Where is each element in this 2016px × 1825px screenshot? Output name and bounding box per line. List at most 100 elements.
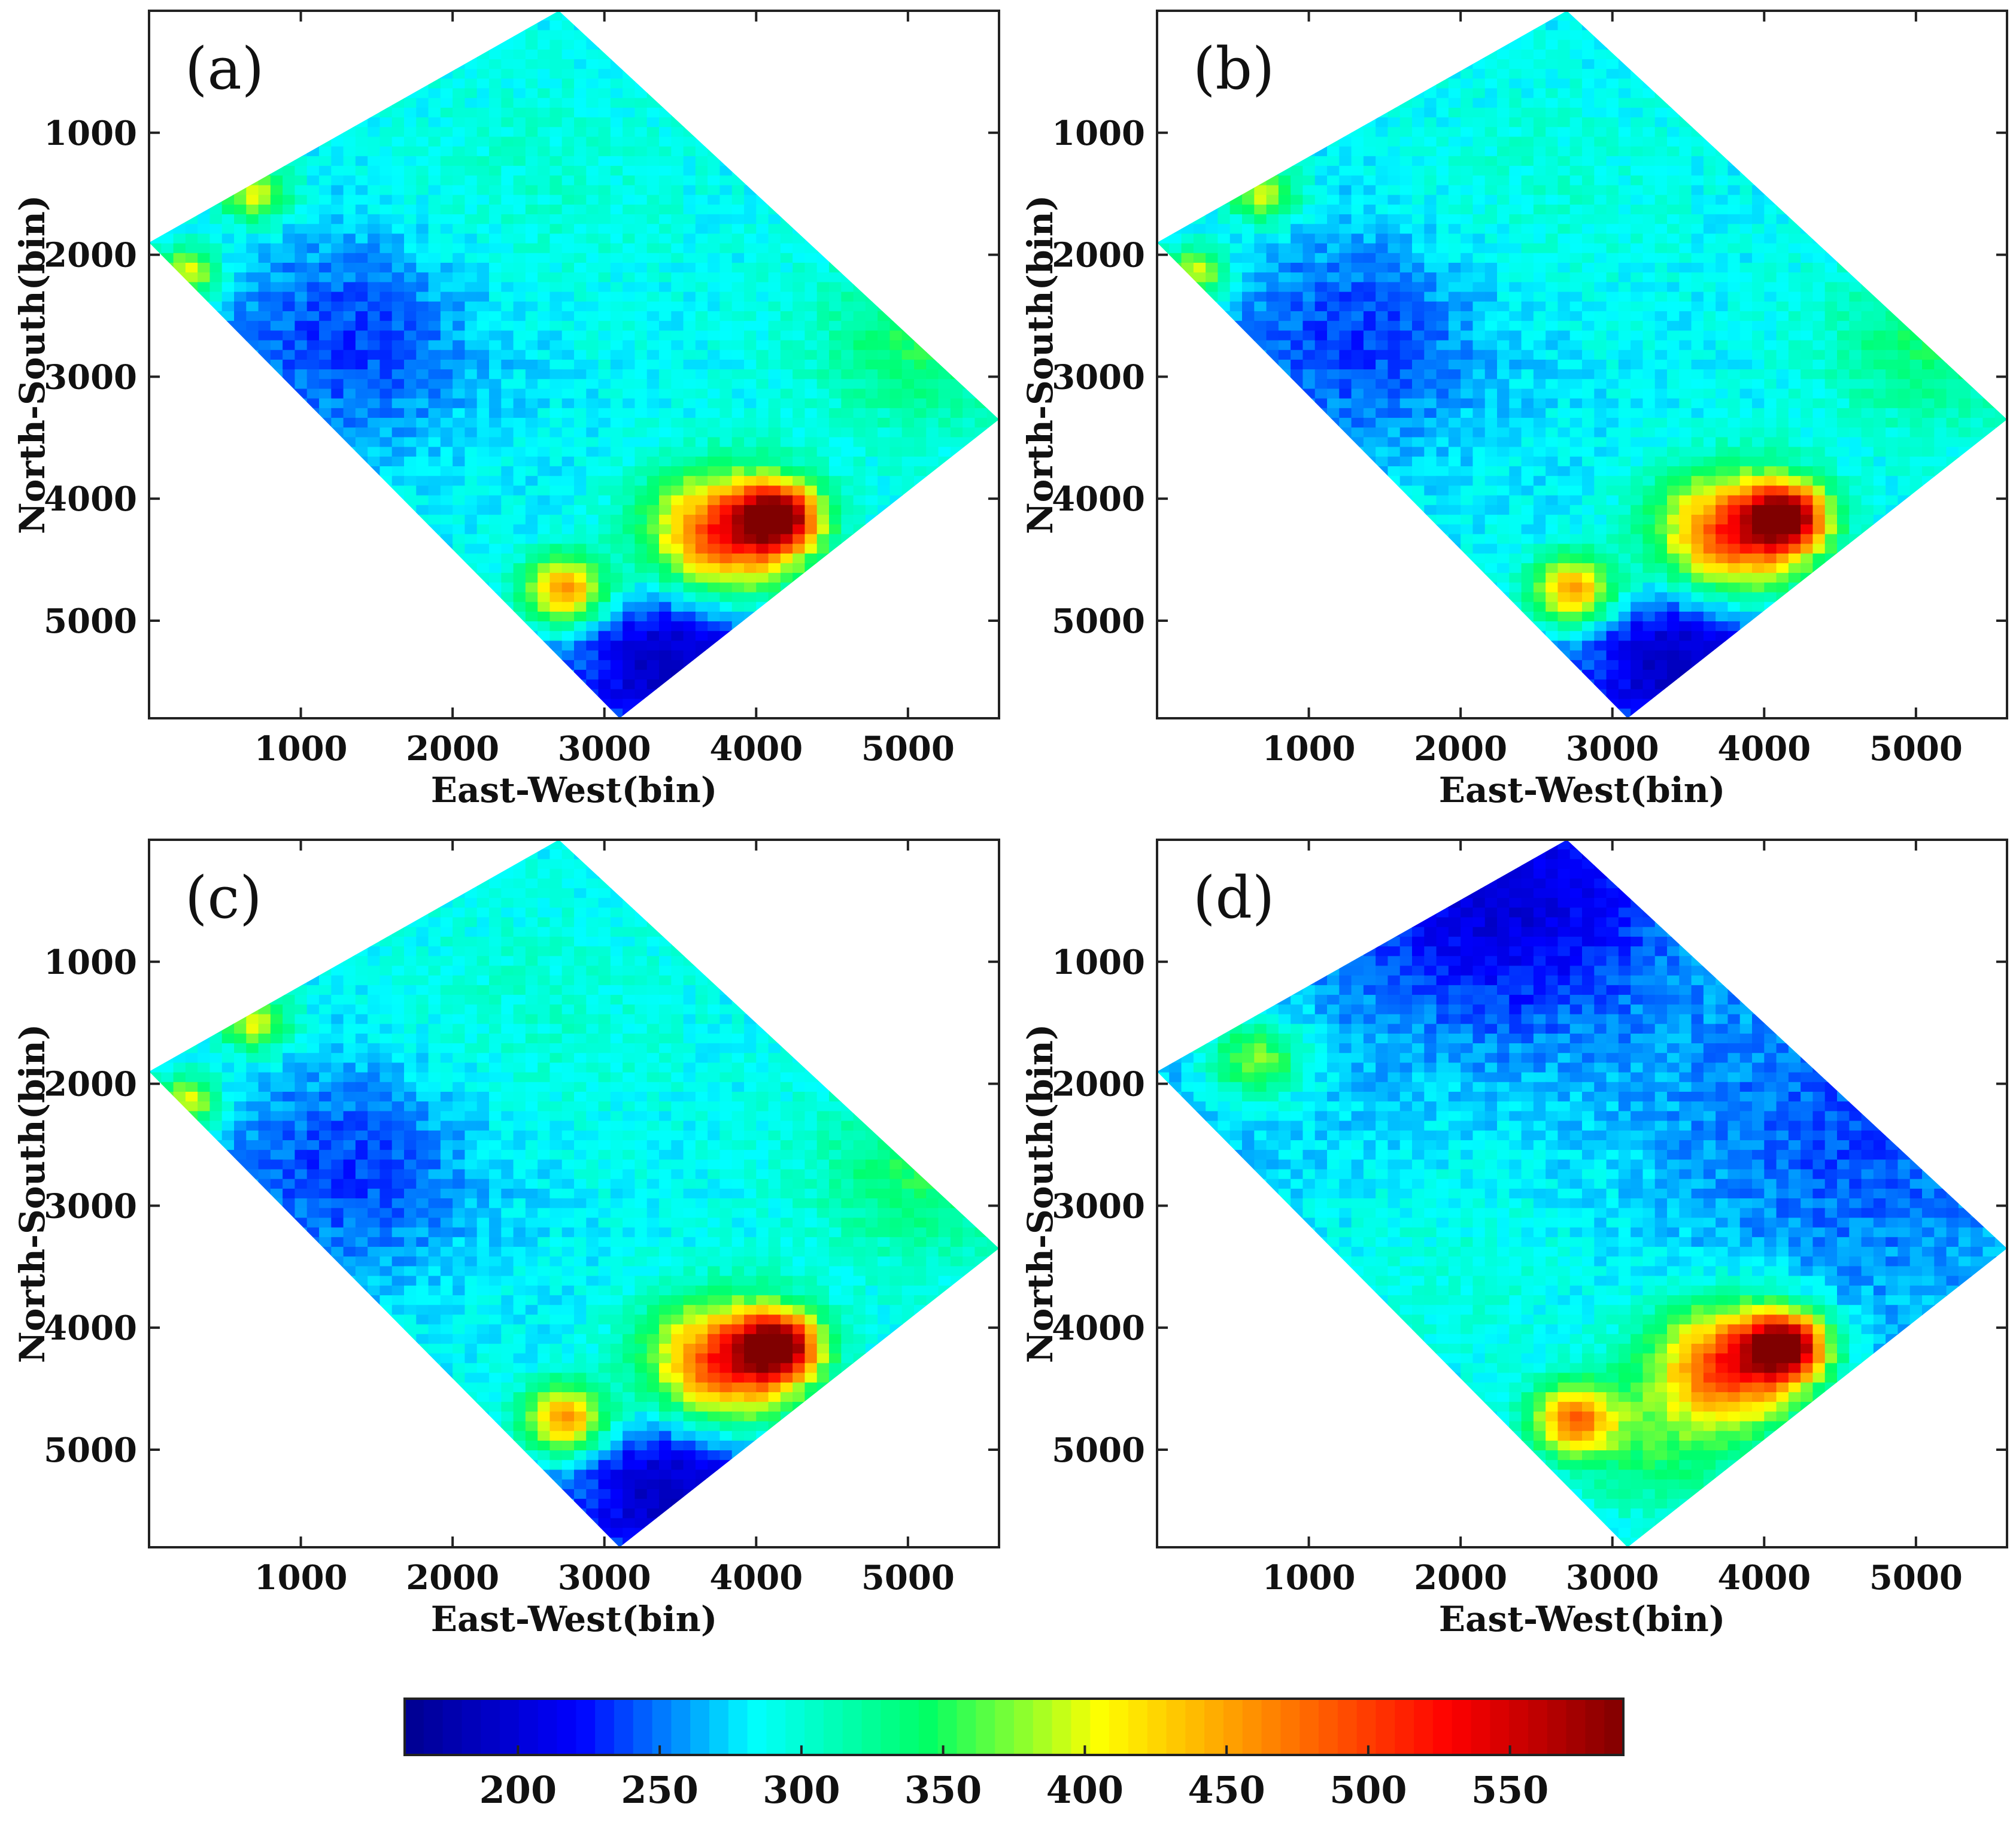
heatmap-cell xyxy=(804,204,818,215)
heatmap-cell xyxy=(574,418,587,429)
heatmap-cell xyxy=(986,107,999,118)
heatmap-cell xyxy=(464,640,478,651)
heatmap-cell xyxy=(501,611,514,622)
heatmap-cell xyxy=(391,224,405,235)
heatmap-cell xyxy=(695,49,708,60)
heatmap-cell xyxy=(404,185,417,196)
heatmap-cell xyxy=(319,233,332,244)
heatmap-cell xyxy=(379,602,393,612)
heatmap-cell xyxy=(440,670,453,681)
heatmap-cell xyxy=(853,195,866,205)
heatmap-cell xyxy=(221,282,235,293)
heatmap-cell xyxy=(185,11,198,21)
heatmap-cell xyxy=(416,127,429,138)
heatmap-cell xyxy=(331,175,344,186)
heatmap-cell xyxy=(646,689,660,700)
heatmap-cell xyxy=(708,388,721,399)
heatmap-cell xyxy=(294,398,308,409)
heatmap-cell xyxy=(464,107,478,118)
heatmap-cell xyxy=(841,485,854,496)
heatmap-cell xyxy=(404,350,417,360)
heatmap-cell xyxy=(756,20,769,31)
heatmap-cell xyxy=(634,224,648,235)
heatmap-cell xyxy=(586,592,599,603)
heatmap-cell xyxy=(926,505,939,515)
heatmap-cell xyxy=(938,311,951,321)
heatmap-cell xyxy=(671,11,684,21)
heatmap-cell xyxy=(331,301,344,312)
heatmap-cell xyxy=(816,195,830,205)
heatmap-cell xyxy=(683,340,696,351)
heatmap-cell xyxy=(719,282,733,293)
heatmap-cell xyxy=(561,30,575,41)
heatmap-cell xyxy=(731,253,745,263)
heatmap-cell xyxy=(221,582,235,593)
heatmap-cell xyxy=(634,602,648,612)
heatmap-cell xyxy=(513,602,526,612)
panel-a: 1000 2000 3000 4000 5000 1000200030004000500… xyxy=(12,10,1000,810)
heatmap-cell xyxy=(258,505,271,515)
heatmap-cell xyxy=(598,573,611,584)
heatmap-cell xyxy=(586,30,599,41)
heatmap-cell xyxy=(283,350,296,360)
heatmap-cell xyxy=(258,243,271,254)
heatmap-cell xyxy=(198,611,211,622)
heatmap-cell xyxy=(404,602,417,612)
heatmap-cell xyxy=(610,514,623,525)
heatmap-cell xyxy=(294,146,308,157)
heatmap-cell xyxy=(210,670,223,681)
heatmap-cell xyxy=(816,427,830,438)
heatmap-cell xyxy=(829,69,842,80)
heatmap-cell xyxy=(634,88,648,99)
heatmap-cell xyxy=(816,117,830,128)
heatmap-cell xyxy=(950,650,963,661)
heatmap-cell xyxy=(816,650,830,661)
heatmap-cell xyxy=(489,350,502,360)
heatmap-cell xyxy=(416,136,429,147)
heatmap-cell xyxy=(793,175,806,186)
heatmap-cell xyxy=(878,379,891,390)
heatmap-cell xyxy=(708,456,721,467)
heatmap-cell xyxy=(816,514,830,525)
heatmap-cell xyxy=(793,640,806,651)
heatmap-cell xyxy=(719,495,733,506)
heatmap-cell xyxy=(391,136,405,147)
heatmap-cell xyxy=(659,195,672,205)
heatmap-cell xyxy=(731,495,745,506)
heatmap-cell xyxy=(513,640,526,651)
heatmap-cell xyxy=(489,388,502,399)
heatmap-cell xyxy=(598,505,611,515)
heatmap-cell xyxy=(294,98,308,108)
heatmap-cell xyxy=(561,359,575,370)
heatmap-cell xyxy=(464,505,478,515)
heatmap-cell xyxy=(889,117,903,128)
heatmap-cell xyxy=(646,640,660,651)
heatmap-cell xyxy=(744,175,757,186)
heatmap-cell xyxy=(841,350,854,360)
heatmap-cell xyxy=(234,233,247,244)
heatmap-cell xyxy=(780,582,793,593)
heatmap-cell xyxy=(829,524,842,535)
heatmap-cell xyxy=(294,447,308,457)
heatmap-cell xyxy=(683,640,696,651)
heatmap-cell xyxy=(853,214,866,225)
heatmap-cell xyxy=(829,660,842,670)
heatmap-cell xyxy=(671,233,684,244)
heatmap-cell xyxy=(331,30,344,41)
heatmap-cell xyxy=(210,611,223,622)
heatmap-cell xyxy=(270,233,283,244)
heatmap-cell xyxy=(453,166,466,177)
heatmap-cell xyxy=(173,117,186,128)
heatmap-cell xyxy=(623,640,636,651)
heatmap-cell xyxy=(768,204,781,215)
heatmap-cell xyxy=(428,456,441,467)
heatmap-cell xyxy=(501,107,514,118)
heatmap-cell xyxy=(549,146,563,157)
heatmap-cell xyxy=(404,20,417,31)
heatmap-cell xyxy=(294,272,308,283)
heatmap-cell xyxy=(404,175,417,186)
heatmap-cell xyxy=(793,670,806,681)
heatmap-cell xyxy=(294,20,308,31)
heatmap-cell xyxy=(368,621,381,632)
heatmap-cell xyxy=(440,20,453,31)
